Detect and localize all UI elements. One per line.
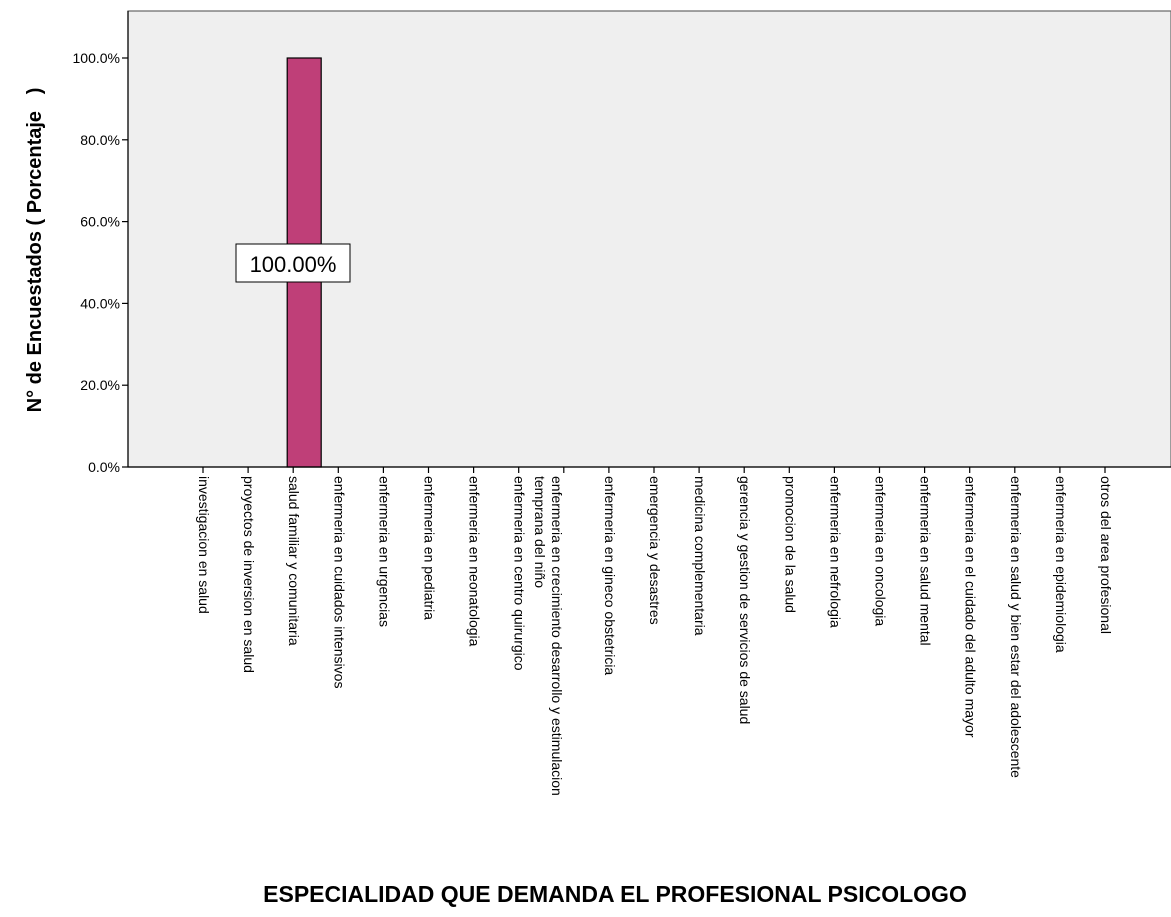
x-tick-label: enfermeria en nefrologia	[827, 476, 843, 628]
x-tick-label: investigacion en salud	[196, 476, 212, 614]
x-tick-label: enfermeria en gineco obstetricia	[602, 476, 618, 675]
x-tick-label: enfermeria en el cuidado del adulto mayo…	[963, 476, 979, 738]
plot-area	[127, 10, 1171, 468]
data-labels-group: 100.00%	[235, 243, 351, 283]
x-tick-label: enfermeria en neonatologia	[467, 476, 483, 647]
y-tick-label: 40.0%	[80, 295, 120, 311]
x-tick-label: enfermeria en crecimiento desarrollo y e…	[532, 476, 565, 796]
x-tick-label: enfermeria en salud y bien estar del ado…	[1008, 476, 1024, 778]
x-tick-label: emergencia y desastres	[647, 476, 663, 625]
x-tick-label: enfermeria en epidemiologia	[1053, 476, 1069, 653]
x-tick-label: promocion de la salud	[782, 476, 798, 613]
y-axis-ticks: 0.0% 20.0% 40.0% 60.0% 80.0% 100.0%	[73, 50, 128, 475]
x-tick-label: otros del area profesional	[1098, 476, 1114, 634]
x-tick-label: enfermeria en salud mental	[918, 476, 934, 646]
x-tick-label: enfermeria en centro quirurgico	[512, 476, 528, 671]
x-tick-label: proyectos de inversion en salud	[241, 476, 257, 673]
x-tick-label: enfermeria en pediatria	[422, 476, 438, 620]
x-tick-label: gerencia y gestion de servicios de salud	[737, 476, 753, 724]
data-label-text: 100.00%	[250, 252, 337, 277]
data-label: 100.00%	[235, 243, 351, 283]
y-tick-label: 20.0%	[80, 377, 120, 393]
y-tick-label: 80.0%	[80, 132, 120, 148]
x-axis-ticks: investigacion en salud proyectos de inver…	[196, 467, 1114, 796]
x-tick-label: enfermeria en urgencias	[376, 476, 392, 627]
y-tick-label: 0.0%	[88, 459, 120, 475]
x-tick-label: enfermeria en cuidados intensivos	[331, 476, 347, 688]
y-axis-title: N° de Encuestados ( Porcentaje )	[24, 88, 46, 413]
x-tick-label: medicina complementaria	[692, 476, 708, 636]
x-tick-label: salud familiar y comunitaria	[286, 476, 302, 646]
x-axis-title: ESPECIALIDAD QUE DEMANDA EL PROFESIONAL …	[263, 881, 967, 907]
y-tick-label: 60.0%	[80, 214, 120, 230]
x-tick-label: enfermeria en oncologia	[873, 476, 889, 626]
y-tick-label: 100.0%	[73, 50, 120, 66]
data-label-box	[235, 243, 351, 283]
